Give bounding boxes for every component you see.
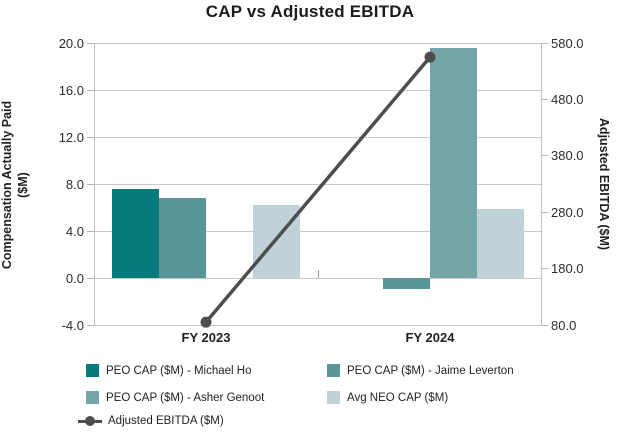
line-data-point-marker: [200, 316, 212, 328]
legend-item-avg-neo: Avg NEO CAP ($M): [327, 391, 448, 404]
left-axis-tick: [87, 42, 94, 44]
line-series-layer: [200, 51, 436, 328]
legend-label: PEO CAP ($M) - Asher Genoot: [106, 391, 265, 404]
right-axis-tick: [542, 155, 548, 157]
right-axis-tick-label: 380.0: [551, 148, 584, 164]
bar-FY2024-series1: [383, 278, 430, 289]
legend-label: PEO CAP ($M) - Michael Ho: [106, 364, 252, 377]
left-axis-tick: [87, 183, 94, 185]
right-axis-tick: [542, 324, 548, 326]
left-axis-tick-label: 20.0: [58, 35, 84, 51]
legend-swatch: [327, 391, 340, 404]
left-axis-tick: [87, 277, 94, 279]
plot-area: [94, 42, 542, 326]
left-axis-tick-label: 8.0: [65, 176, 84, 192]
legend-swatch: [86, 391, 99, 404]
gridline: [94, 324, 542, 326]
right-axis-tick: [542, 98, 548, 100]
plot-left-border: [94, 43, 95, 325]
left-axis-tick-label: 0.0: [65, 270, 84, 286]
chart-title: CAP vs Adjusted EBITDA: [205, 2, 415, 21]
legend-item-adjusted-ebitda: Adjusted EBITDA ($M): [78, 414, 224, 427]
left-axis-tick-label: -4.0: [61, 317, 84, 333]
bar-FY2023-series1: [159, 198, 206, 278]
legend-item-jaime-leverton: PEO CAP ($M) - Jaime Leverton: [327, 364, 514, 377]
right-axis-tick: [542, 268, 548, 270]
right-axis-tick: [542, 42, 548, 44]
right-axis-tick-label: 480.0: [551, 91, 584, 107]
gridline: [94, 230, 542, 232]
left-axis-tick-label: 4.0: [65, 223, 84, 239]
bar-FY2023-series0: [112, 188, 159, 278]
x-axis-category-tick: [318, 270, 319, 278]
line-data-point-marker: [424, 51, 436, 63]
legend-item-asher-genoot: PEO CAP ($M) - Asher Genoot: [86, 391, 264, 404]
left-axis-title: Compensation Actually Paid ($M): [0, 44, 35, 326]
right-axis-title: Adjusted EBITDA ($M): [597, 117, 611, 251]
legend-label: Avg NEO CAP ($M): [347, 391, 449, 404]
left-axis-title-line1: Compensation Actually Paid: [0, 100, 14, 270]
right-axis-tick: [542, 211, 548, 213]
left-axis-tick: [87, 89, 94, 91]
x-axis-label: FY 2023: [181, 330, 231, 345]
legend-label: PEO CAP ($M) - Jaime Leverton: [347, 364, 514, 377]
legend-swatch: [327, 364, 340, 377]
plot-right-border: [541, 43, 542, 325]
gridline: [94, 136, 542, 138]
right-axis-tick-label: 180.0: [551, 261, 584, 277]
gridline: [94, 42, 542, 44]
gridline: [94, 277, 542, 279]
right-axis-tick-label: 80.0: [551, 317, 577, 333]
left-axis-tick: [87, 324, 94, 326]
bar-FY2023-series3: [253, 205, 300, 278]
line-series: [204, 55, 432, 324]
legend-swatch: [86, 364, 99, 377]
left-axis-tick-label: 12.0: [58, 129, 84, 145]
legend-label: Adjusted EBITDA ($M): [108, 414, 224, 427]
bar-FY2024-series3: [477, 208, 524, 278]
legend-item-michael-ho: PEO CAP ($M) - Michael Ho: [86, 364, 252, 377]
left-axis-tick-label: 16.0: [58, 82, 84, 98]
left-axis-tick: [87, 230, 94, 232]
line-marker-icon: [78, 414, 102, 427]
gridline: [94, 183, 542, 185]
right-axis-tick-label: 580.0: [551, 35, 584, 51]
left-axis-tick: [87, 136, 94, 138]
left-axis-title-line2: ($M): [16, 172, 30, 198]
right-axis-tick-label: 280.0: [551, 204, 584, 220]
x-axis-label: FY 2024: [405, 330, 455, 345]
bar-FY2024-series2: [430, 47, 477, 278]
gridline: [94, 89, 542, 91]
